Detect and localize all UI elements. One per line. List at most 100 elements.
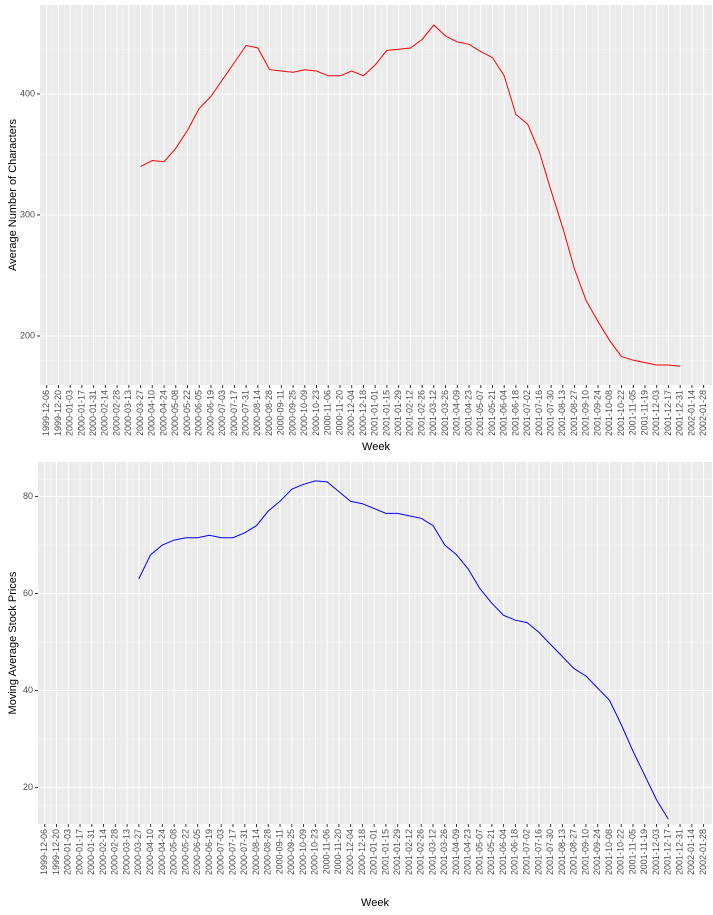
x-tick-label: 2001-04-23 [463,829,473,875]
y-tick-label: 200 [20,330,35,340]
x-tick-label: 2001-03-12 [427,829,437,875]
x-tick-label: 2000-05-08 [170,390,180,436]
x-tick-label: 2001-04-09 [452,390,462,436]
data-line [140,24,681,367]
x-tick-label: 2000-12-04 [345,829,355,875]
x-axis-title: Week [361,897,389,909]
x-tick-label: 2001-01-01 [369,829,379,875]
x-tick-label: 2001-07-02 [522,390,532,436]
x-tick-label: 2001-05-07 [475,390,485,436]
x-axis-title: Week [362,441,390,453]
x-tick-label: 2001-06-04 [498,829,508,875]
x-tick-label: 2001-07-30 [545,829,555,875]
x-tick-label: 2001-12-31 [674,829,684,875]
x-tick-label: 2001-09-10 [581,390,591,436]
y-tick-label: 400 [20,88,35,98]
x-tick-label: 2000-12-18 [357,829,367,875]
x-tick-label: 2000-07-17 [229,390,239,436]
x-tick-label: 2001-04-23 [463,390,473,436]
x-tick-label: 2001-10-22 [616,390,626,436]
x-tick-label: 2000-10-09 [298,829,308,875]
x-tick-label: 2000-08-28 [263,829,273,875]
x-tick-label: 2000-06-19 [205,390,215,436]
x-tick-label: 2000-09-11 [274,829,284,874]
x-tick-label: 2000-08-28 [264,390,274,436]
x-tick-label: 2000-07-03 [216,829,226,875]
x-tick-label: 1999-12-20 [51,829,61,875]
x-tick-label: 2000-01-31 [88,390,98,436]
x-tick-label: 2000-11-20 [334,390,344,435]
x-tick-label: 2000-01-17 [76,390,86,436]
x-tick-label: 2001-02-12 [405,390,415,436]
x-tick-label: 2001-07-16 [533,829,543,875]
x-tick-label: 2001-05-21 [486,829,496,875]
x-tick-label: 2000-02-28 [110,829,120,875]
x-tick-label: 2001-05-07 [474,829,484,875]
x-tick-label: 2001-12-31 [675,390,685,436]
x-tick-label: 1999-12-06 [41,390,51,436]
x-tick-label: 2000-06-19 [204,829,214,875]
x-tick-label: 2000-08-14 [251,829,261,875]
x-tick-label: 2001-08-27 [569,390,579,436]
x-tick-label: 2001-07-16 [534,390,544,436]
x-tick-label: 2001-05-21 [487,390,497,436]
x-tick-label: 2000-01-03 [65,390,75,436]
x-tick-label: 2000-10-09 [299,390,309,436]
x-tick-label: 2000-07-03 [217,390,227,436]
x-tick-label: 2001-08-13 [557,390,567,436]
x-tick-label: 2000-07-17 [227,829,237,875]
x-tick-label: 2001-01-01 [370,390,380,436]
x-tick-label: 2000-03-27 [133,829,143,875]
x-tick-label: 2000-07-31 [239,829,249,875]
x-tick-label: 2001-04-09 [451,829,461,875]
x-tick-label: 2001-09-24 [592,390,602,436]
x-tick-label: 2001-11-19 [639,390,649,435]
x-tick-label: 2001-01-15 [381,390,391,436]
x-tick-label: 1999-12-20 [53,390,63,436]
x-tick-label: 2000-07-31 [240,390,250,436]
x-tick-label: 2001-12-03 [651,829,661,875]
x-tick-label: 2000-06-05 [194,390,204,436]
x-tick-label: 2000-09-11 [276,390,286,435]
x-tick-label: 2001-10-08 [604,390,614,436]
x-tick-label: 2000-04-10 [145,829,155,875]
x-tick-label: 2000-11-06 [321,829,331,874]
x-tick-label: 2001-03-12 [428,390,438,436]
x-tick-label: 2000-03-27 [135,390,145,436]
data-line [138,480,669,820]
x-tick-label: 2000-12-18 [358,390,368,436]
x-tick-label: 2000-11-06 [323,390,333,435]
x-tick-label: 2000-03-13 [123,390,133,436]
x-tick-label: 2000-10-23 [310,829,320,875]
x-tick-label: 2001-06-04 [499,390,509,436]
x-tick-label: 2000-01-03 [63,829,73,875]
x-tick-label: 2000-12-04 [346,390,356,436]
x-tick-label: 2000-10-23 [311,390,321,436]
x-tick-label: 2000-06-05 [192,829,202,875]
x-tick-label: 2001-10-08 [604,829,614,875]
x-tick-label: 2001-07-02 [521,829,531,875]
x-tick-label: 2002-01-28 [698,829,708,875]
x-tick-label: 2000-09-25 [287,390,297,436]
x-tick-label: 2000-02-28 [111,390,121,436]
x-tick-label: 2001-12-17 [663,829,673,875]
x-tick-label: 2001-11-05 [627,829,637,874]
x-tick-label: 2001-12-17 [663,390,673,436]
x-tick-label: 2001-06-18 [510,390,520,436]
x-tick-label: 2001-02-26 [416,829,426,875]
x-tick-label: 2000-01-17 [74,829,84,875]
x-tick-label: 2000-04-24 [158,390,168,436]
x-tick-label: 2002-01-14 [686,829,696,875]
x-tick-label: 2001-03-26 [440,390,450,436]
y-tick-label: 40 [23,685,33,695]
x-tick-label: 2001-03-26 [439,829,449,875]
x-tick-label: 2000-02-14 [98,829,108,875]
x-tick-label: 2000-01-31 [86,829,96,875]
x-tick-label: 2001-09-10 [580,829,590,875]
x-tick-label: 2001-06-18 [510,829,520,875]
y-tick-label: 20 [23,782,33,792]
x-tick-label: 2001-02-26 [416,390,426,436]
x-tick-label: 2002-01-14 [686,390,696,436]
x-tick-label: 2000-05-08 [169,829,179,875]
x-tick-label: 2000-05-22 [182,390,192,436]
